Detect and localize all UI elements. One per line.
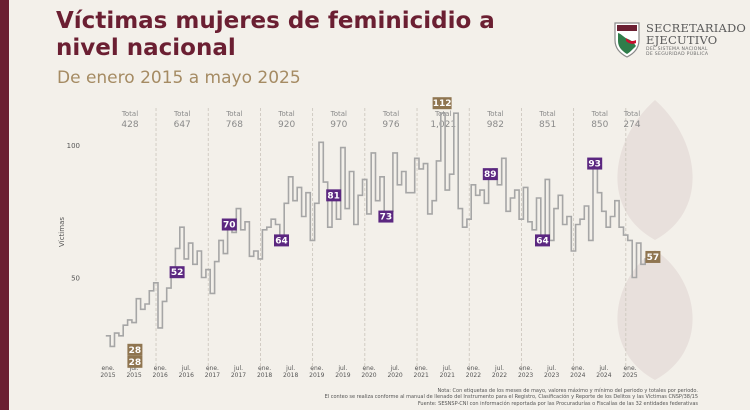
x-tick-jul-2019: jul. 2019: [335, 365, 350, 379]
accent-bar: [0, 0, 9, 410]
logo-name-line1: SECRETARIADO: [646, 21, 747, 35]
point-label-box-may-2016-05: [169, 266, 185, 279]
total-label-2023: Total: [538, 110, 555, 118]
footnote: Nota: Con etiquetas de los meses de mayo…: [268, 388, 698, 407]
point-label-min-2015-05: 28: [129, 358, 142, 368]
x-tick-ene-2020: ene. 2020: [361, 365, 376, 379]
logo-sub-line1: DEL SISTEMA NACIONAL: [646, 47, 708, 52]
x-tick-ene-2023: ene. 2023: [518, 365, 533, 379]
footnote-line-1: Nota: Con etiquetas de los meses de mayo…: [437, 388, 698, 394]
point-label-may-2022-05: 89: [484, 170, 497, 180]
total-value-2023: 851: [539, 120, 556, 130]
x-tick-ene-2019: ene. 2019: [309, 365, 324, 379]
y-axis-label: Víctimas: [58, 217, 66, 247]
logo-sub-line2: DE SEGURIDAD PÚBLICA: [646, 52, 709, 58]
point-label-box-may-2025-05: [645, 250, 661, 263]
x-tick-ene-2022: ene. 2022: [466, 365, 481, 379]
shield-emblem-icon: [614, 22, 640, 58]
total-label-2017: Total: [225, 110, 242, 118]
x-tick-jul-2023: jul. 2023: [544, 365, 559, 379]
x-tick-jul-2017: jul. 2017: [231, 365, 246, 379]
footnote-line-2: El conteo se realiza conforme al manual …: [324, 394, 698, 401]
total-label-2024: Total: [591, 110, 608, 118]
point-label-box-may-2017-05: [221, 218, 237, 231]
x-tick-jul-2021: jul. 2021: [440, 365, 455, 379]
x-tick-jul-2018: jul. 2018: [283, 365, 298, 379]
series-line-victimas: [105, 112, 650, 348]
x-tick-jul-2024: jul. 2024: [596, 365, 611, 379]
x-tick-ene-2018: ene. 2018: [257, 365, 272, 379]
x-tick-ene-2025: ene. 2025: [622, 365, 637, 379]
total-value-2022: 982: [487, 120, 504, 130]
x-tick-ene-2015: ene. 2015: [100, 365, 115, 379]
total-label-2025: Total: [623, 110, 640, 118]
total-label-2019: Total: [330, 110, 347, 118]
total-value-2020: 976: [382, 120, 399, 130]
point-label-may-2024-05: 93: [588, 160, 601, 170]
total-value-2015: 428: [121, 120, 138, 130]
point-label-may-2016-05: 52: [171, 268, 184, 278]
x-tick-jul-2016: jul. 2016: [179, 365, 194, 379]
total-label-2016: Total: [173, 110, 190, 118]
point-label-box-may-2022-05: [482, 168, 498, 181]
y-tick-100: 100: [67, 142, 80, 150]
point-label-box-min-2015-05: [127, 355, 143, 368]
point-label-may-2015-05: 28: [129, 346, 142, 356]
total-value-2017: 768: [226, 120, 243, 130]
logo-subtitle: DEL SISTEMA NACIONAL DE SEGURIDAD PÚBLIC…: [646, 47, 708, 58]
x-tick-jul-2022: jul. 2022: [492, 365, 507, 379]
x-tick-ene-2016: ene. 2016: [153, 365, 168, 379]
total-value-2024: 850: [591, 120, 608, 130]
sesnsp-logo: SECRETARIADO EJECUTIVO DEL SISTEMA NACIO…: [612, 20, 746, 66]
total-value-2021: 1,021: [430, 120, 456, 130]
x-tick-ene-2021: ene. 2021: [414, 365, 429, 379]
page-title: Víctimas mujeres de feminicidio a nivel …: [56, 8, 495, 61]
point-label-box-may-2020-05: [378, 210, 394, 223]
point-label-may-2020-05: 73: [380, 213, 393, 223]
watermark-pattern-icon: [617, 100, 693, 380]
point-label-may-2023-05: 64: [536, 236, 549, 246]
point-label-box-may-2018-05: [274, 234, 289, 247]
page-subtitle: De enero 2015 a mayo 2025: [57, 68, 301, 88]
y-tick-50: 50: [71, 275, 80, 283]
point-label-may-2018-05: 64: [275, 236, 288, 246]
point-label-box-max-2021-05: [432, 97, 452, 110]
x-tick-ene-2024: ene. 2024: [570, 365, 585, 379]
point-label-box-may-2019-05: [326, 189, 342, 202]
total-label-2020: Total: [382, 110, 399, 118]
point-label-may-2017-05: 70: [223, 221, 236, 231]
point-label-max-2021-05: 112: [433, 99, 452, 109]
point-label-may-2019-05: 81: [327, 191, 340, 201]
total-label-2015: Total: [121, 110, 138, 118]
point-label-box-may-2015-05: [127, 343, 143, 356]
logo-name-line2: EJECUTIVO: [646, 33, 718, 47]
logo-name: SECRETARIADO EJECUTIVO: [646, 22, 746, 46]
point-label-may-2025-05: 57: [647, 253, 660, 263]
point-label-box-may-2023-05: [535, 234, 550, 247]
total-value-2018: 920: [278, 120, 295, 130]
total-label-2018: Total: [277, 110, 294, 118]
total-label-2022: Total: [486, 110, 503, 118]
x-tick-jul-2020: jul. 2020: [387, 365, 402, 379]
x-tick-ene-2017: ene. 2017: [205, 365, 220, 379]
total-value-2019: 970: [330, 120, 347, 130]
x-tick-jul-2015: jul. 2015: [126, 365, 141, 379]
footnote-line-3: Fuente: SESNSP-CNI con información repor…: [417, 400, 698, 407]
total-value-2016: 647: [174, 120, 191, 130]
point-label-box-may-2024-05: [587, 157, 603, 170]
total-value-2025: 274: [623, 120, 640, 130]
